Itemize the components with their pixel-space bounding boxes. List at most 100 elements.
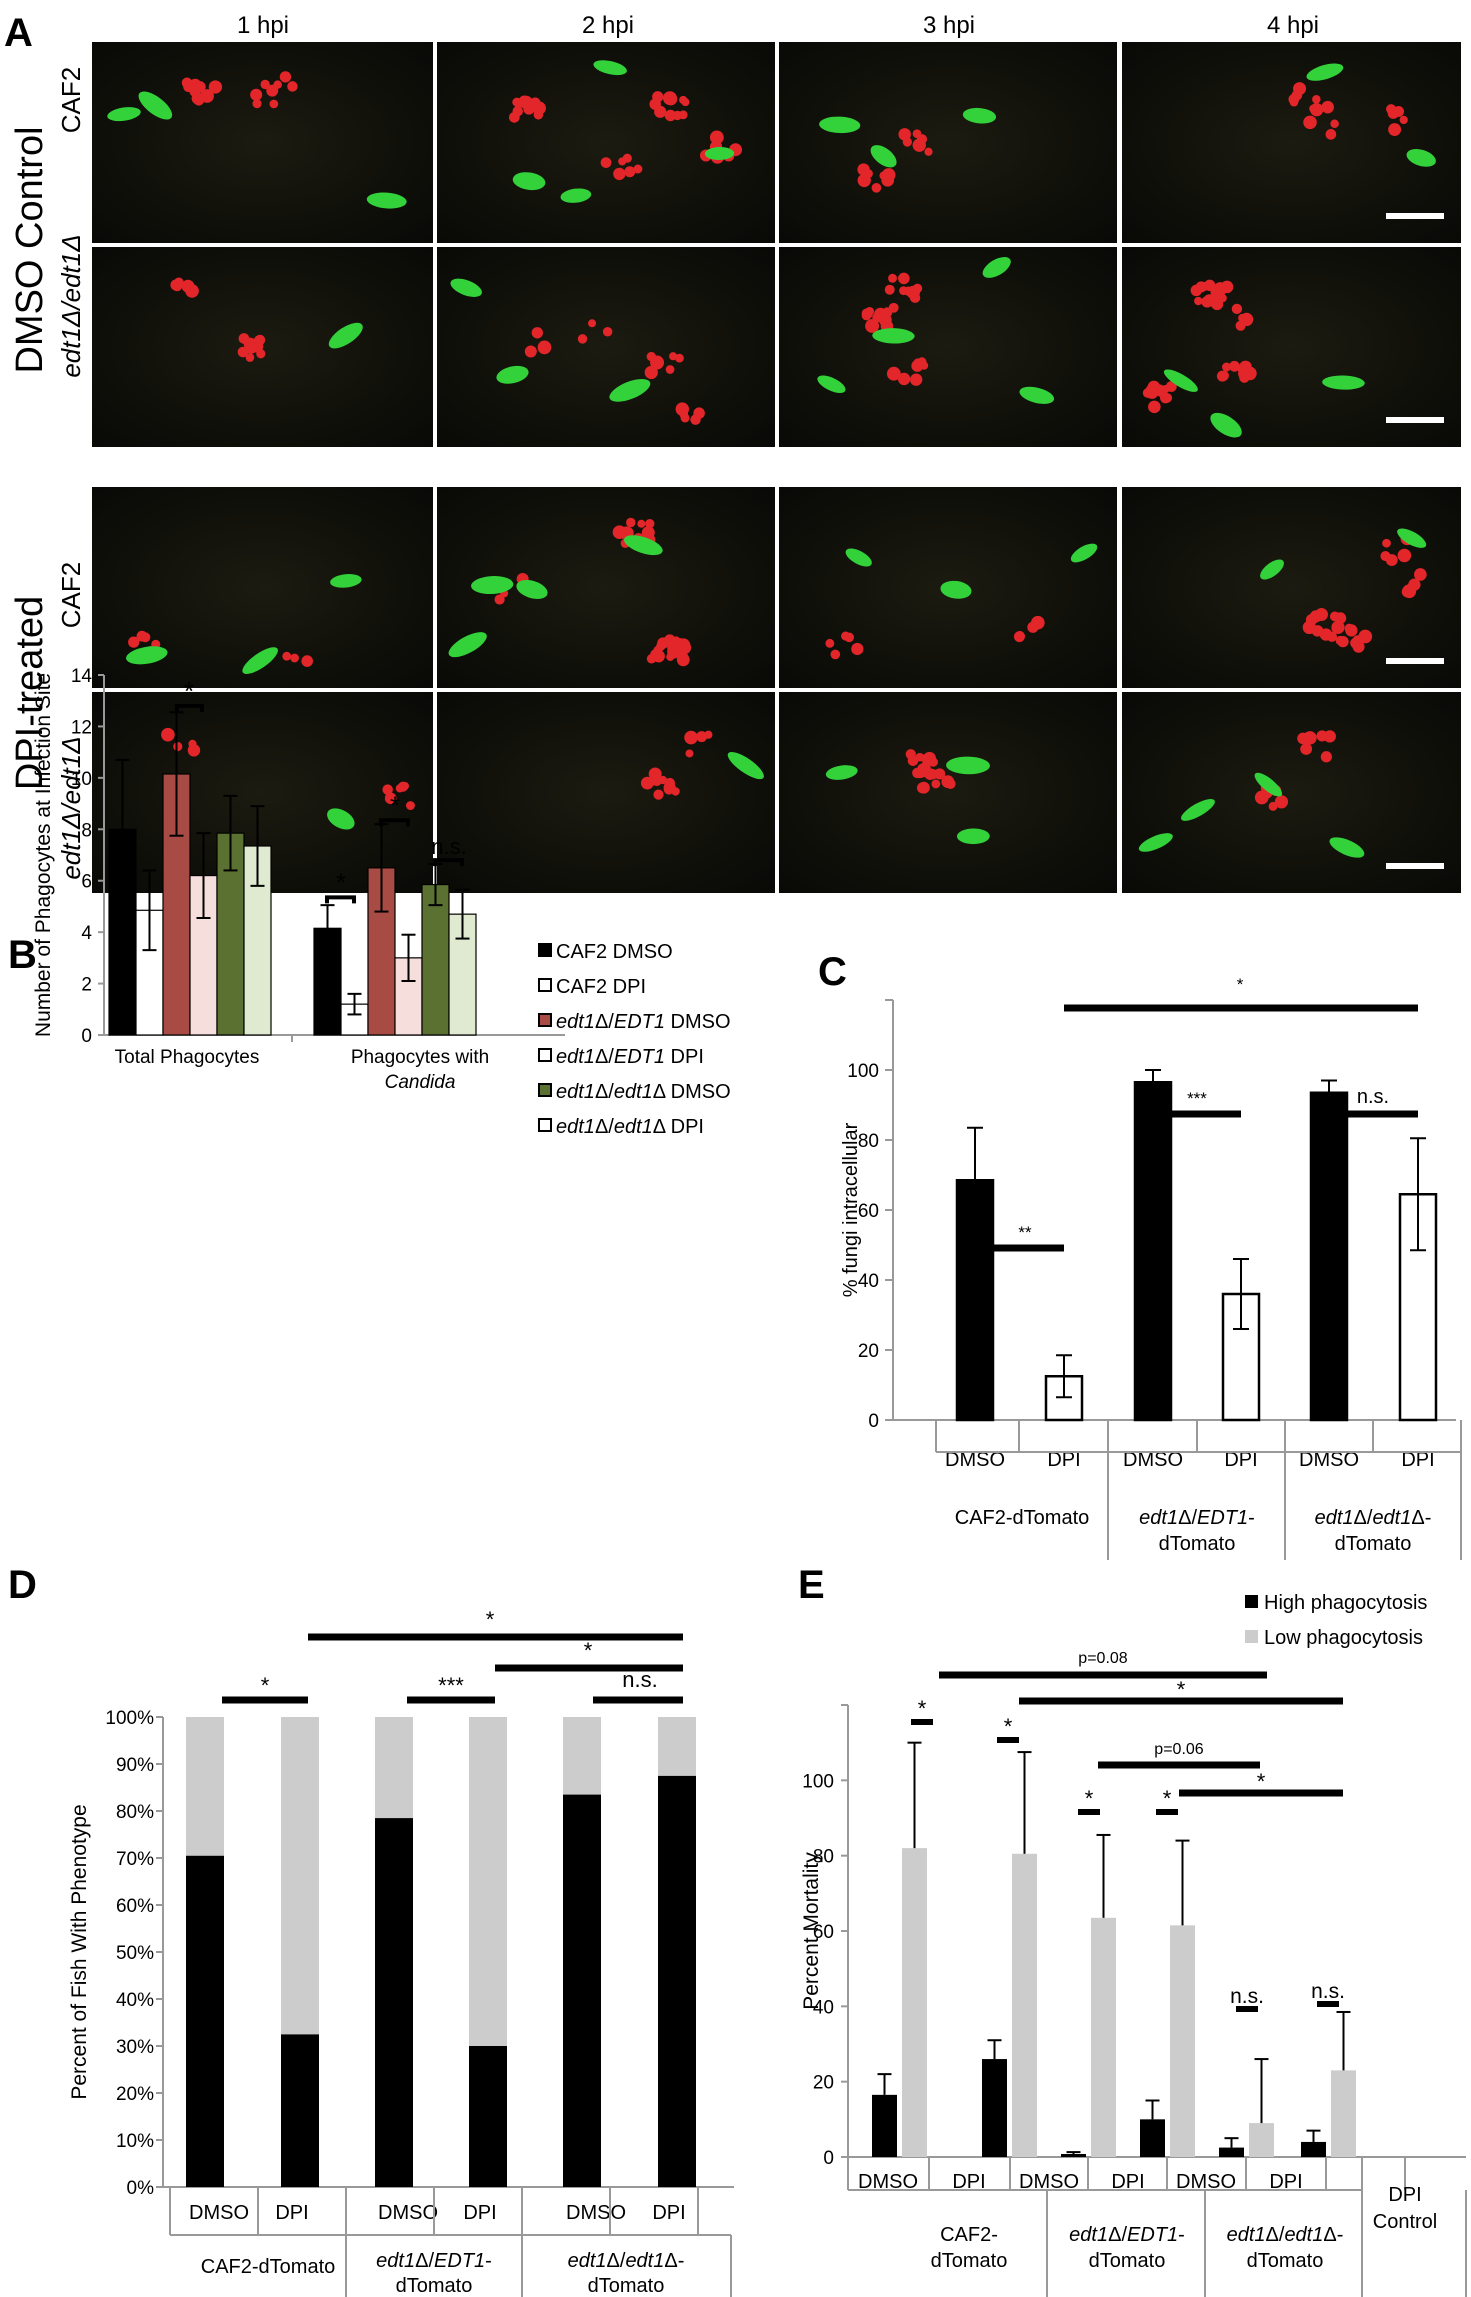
y-axis-title: Number of Phagocytes at Infection Site	[32, 673, 55, 1037]
phagocyte-cell	[593, 60, 627, 76]
fungus-cell	[652, 91, 664, 103]
fungus-cell	[1385, 554, 1398, 567]
micrograph-r2-c3	[779, 247, 1117, 447]
bar-segment-gray	[186, 1717, 224, 1856]
y-tick-label: 0	[823, 2148, 834, 2169]
fungus-cell	[266, 84, 279, 97]
y-axis-title: % fungi intracellular	[840, 1122, 862, 1297]
legend-swatch	[538, 1013, 552, 1027]
fungus-cell	[161, 727, 175, 742]
y-tick-label: 10	[71, 769, 92, 790]
x-category-label: DPI	[952, 2171, 985, 2193]
group-label: dTomato	[1335, 1533, 1412, 1555]
micrograph-r1-c2	[437, 42, 775, 243]
fungus-cell	[1352, 640, 1365, 653]
legend-label: edt1Δ/EDT1 DPI	[556, 1046, 704, 1068]
bar-segment-gray	[375, 1717, 413, 1819]
phagocyte-cell	[512, 172, 546, 191]
fungus-cell	[1148, 400, 1161, 414]
bar	[1170, 1925, 1195, 2157]
bar	[1309, 1091, 1349, 1422]
fungus-cell	[1382, 538, 1391, 548]
fungus-cell	[290, 653, 299, 663]
micrograph-background	[1122, 692, 1461, 893]
chart-e: 0 20 40 60 80 100 Percent Mortality DMSO DPI DMSO…	[800, 1592, 1467, 2297]
micrograph-r4-c4	[1122, 692, 1461, 893]
fungus-cell	[1388, 123, 1402, 136]
phagocyte-cell	[1397, 528, 1427, 548]
y-tick-label: 40	[813, 1997, 834, 2018]
phagocyte-cell	[516, 579, 548, 599]
sig-star: **	[1018, 1223, 1032, 1242]
fungus-cell	[1240, 312, 1254, 327]
chart-c: 0 20 40 60 80 100 % fungi intracellular DMSO DPI…	[840, 975, 1462, 1560]
phagocyte-cell	[870, 145, 897, 168]
fungus-cell	[844, 632, 855, 643]
panel-c-label: C	[818, 950, 847, 994]
fungus-cell	[588, 319, 597, 328]
phagocyte-cell	[1322, 375, 1365, 390]
y-tick-label: 40	[858, 1271, 879, 1292]
sig-label: n.s.	[1357, 1086, 1389, 1108]
panel-a-column-labels: 1 hpi 2 hpi 3 hpi 4 hpi	[237, 12, 1319, 39]
phagocyte-cell	[242, 647, 278, 674]
y-tick-label: 80	[858, 1131, 879, 1152]
group-label-dpi: DPI-treated	[9, 596, 51, 790]
micrograph-r4-c3	[779, 692, 1117, 893]
fungus-cell	[256, 349, 266, 359]
fungus-cell	[880, 316, 889, 325]
bar	[421, 883, 450, 1036]
micrograph-r4-c2	[437, 692, 775, 893]
sig-star: *	[1177, 1677, 1186, 1702]
phagocyte-cell	[471, 576, 514, 595]
legend-label: High phagocytosis	[1264, 1592, 1427, 1614]
fungus-cell	[395, 784, 405, 793]
bar	[1133, 1081, 1173, 1422]
fungus-cell	[1311, 625, 1324, 637]
bar-segment-black	[563, 1794, 601, 2187]
sig-bracket	[379, 818, 410, 827]
y-tick-label: 20	[813, 2073, 834, 2094]
phagocyte-cell	[946, 756, 990, 775]
phagocyte-cell	[1210, 412, 1242, 438]
bar	[902, 1848, 927, 2157]
row-label-edt1-dpi: edt1Δ/edt1Δ	[56, 736, 86, 879]
panel-a-label: A	[4, 11, 33, 55]
x-category-label: DPI	[652, 2202, 685, 2224]
y-tick-label: 6	[81, 872, 92, 893]
y-tick-label: 60	[858, 1201, 879, 1222]
sig-star: ***	[1187, 1089, 1207, 1108]
phagocyte-cell	[727, 751, 764, 780]
phagocyte-cell	[940, 580, 972, 599]
y-tick-label: 12	[71, 717, 92, 738]
micrograph-background	[437, 247, 775, 447]
bar-segment-gray	[469, 1717, 507, 2046]
group-label: edt1Δ/edt1Δ-	[568, 2250, 685, 2272]
bar-segment-black	[375, 1818, 413, 2187]
bar-segment-black	[658, 1775, 696, 2187]
fungus-cell	[238, 333, 250, 344]
phagocyte-cell	[138, 91, 173, 120]
phagocyte-cell	[328, 322, 363, 349]
fungus-cell	[830, 649, 841, 660]
bar-segment-black	[469, 2046, 507, 2187]
group-label: CAF2-dTomato	[955, 1507, 1090, 1529]
fungus-cell	[871, 182, 882, 193]
legend-swatch	[538, 943, 552, 957]
fungus-cell	[888, 273, 898, 283]
fungus-cell	[1314, 608, 1328, 621]
phagocyte-cell	[624, 535, 663, 556]
row-label-caf2-dmso: CAF2	[56, 67, 86, 133]
x-category-label: DMSO	[1176, 2171, 1236, 2193]
fungus-cell	[656, 641, 666, 651]
fungus-cell	[384, 792, 397, 805]
fungus-cell	[269, 99, 279, 109]
col-label-1hpi: 1 hpi	[237, 12, 289, 39]
phagocyte-cell	[817, 375, 846, 393]
fungus-cell	[1027, 621, 1039, 633]
bar	[1012, 1853, 1037, 2157]
y-tick-label: 2	[81, 975, 92, 996]
bar-segment-black	[186, 1855, 224, 2187]
fungus-cell	[897, 372, 911, 386]
bar-segment-gray	[281, 1717, 319, 2035]
